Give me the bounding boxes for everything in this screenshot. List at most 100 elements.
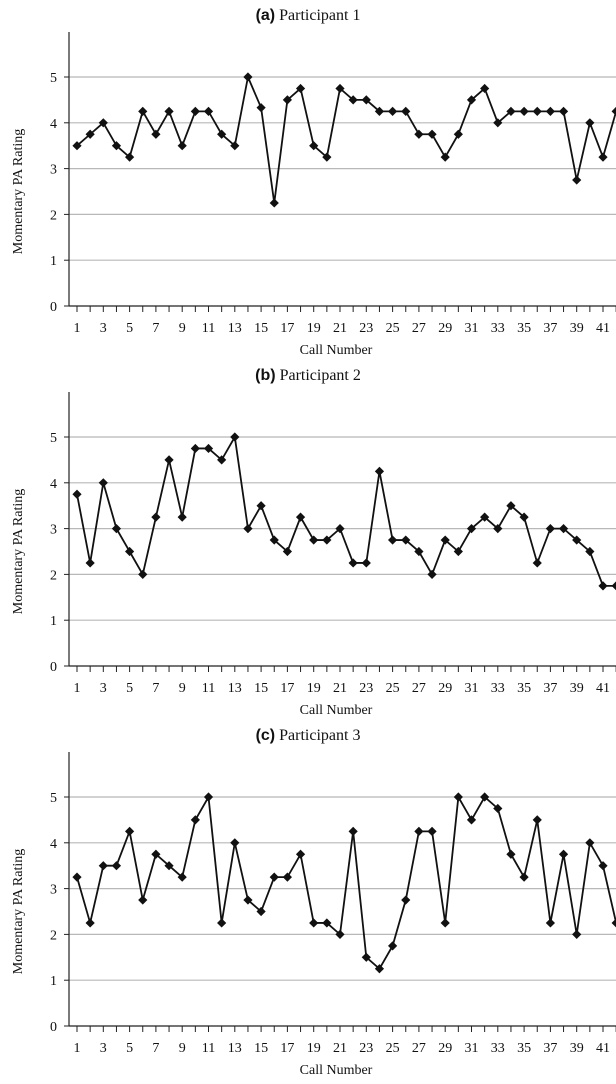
chart-title-text: Participant 1 <box>275 7 360 24</box>
x-tick-label: 35 <box>517 321 531 336</box>
data-point <box>401 106 411 116</box>
x-axis-label: Call Number <box>300 703 373 718</box>
data-point <box>480 512 490 522</box>
data-point <box>217 918 227 928</box>
y-tick-label: 3 <box>50 523 57 538</box>
data-point <box>295 83 306 94</box>
y-tick-label: 2 <box>50 208 57 223</box>
data-point <box>480 83 490 94</box>
data-point <box>98 118 108 128</box>
x-tick-label: 9 <box>179 321 186 336</box>
data-point <box>98 478 108 488</box>
chart-title-letter: (a) <box>256 7 276 24</box>
data-point <box>138 106 148 116</box>
x-tick-label: 5 <box>126 1041 133 1056</box>
x-tick-label: 19 <box>307 1041 321 1056</box>
x-tick-label: 19 <box>307 681 321 696</box>
y-tick-label: 2 <box>50 928 57 943</box>
data-point <box>414 826 424 836</box>
x-tick-label: 27 <box>412 1041 426 1056</box>
data-point <box>151 849 161 859</box>
x-tick-label: 7 <box>152 681 159 696</box>
data-point <box>598 581 608 591</box>
y-tick-label: 4 <box>50 837 57 852</box>
data-point <box>269 198 279 208</box>
y-tick-label: 5 <box>50 71 57 86</box>
data-point <box>125 546 135 557</box>
chart-title-text: Participant 2 <box>276 367 361 384</box>
data-point <box>453 546 463 557</box>
x-tick-label: 33 <box>491 681 505 696</box>
x-tick-label: 37 <box>543 321 557 336</box>
data-point <box>598 152 608 162</box>
data-point <box>177 141 187 151</box>
data-point <box>532 558 542 568</box>
data-point <box>230 432 240 442</box>
data-point <box>519 872 529 882</box>
x-tick-label: 25 <box>386 1041 400 1056</box>
data-point <box>506 106 516 116</box>
data-point <box>309 918 319 928</box>
x-tick-label: 31 <box>465 681 479 696</box>
data-point <box>164 455 174 465</box>
data-point <box>348 558 358 568</box>
data-point <box>506 501 516 511</box>
chart-panel-a: (a) Participant 1 Momentary PA Rating 0 1 2 3… <box>0 0 616 360</box>
y-tick-label: 4 <box>50 477 57 492</box>
data-point <box>335 83 345 94</box>
data-point <box>72 489 82 499</box>
data-point <box>203 106 214 116</box>
data-point <box>572 175 582 185</box>
data-point <box>111 141 122 151</box>
x-tick-label: 5 <box>126 321 133 336</box>
data-point <box>545 918 555 928</box>
data-point <box>611 106 616 116</box>
data-point <box>85 129 95 139</box>
chart-panel-b: (b) Participant 2 Momentary PA Rating 0 1 2 3… <box>0 360 616 720</box>
data-point <box>532 106 542 116</box>
data-point <box>427 826 437 836</box>
x-tick-label: 15 <box>254 681 268 696</box>
data-point <box>164 106 174 116</box>
x-tick-label: 5 <box>126 681 133 696</box>
y-tick-label: 0 <box>50 660 57 675</box>
x-tick-label: 21 <box>333 681 347 696</box>
data-point <box>138 569 148 579</box>
y-tick-label: 4 <box>50 117 57 132</box>
data-point <box>243 524 253 534</box>
x-tick-label: 31 <box>465 321 479 336</box>
data-point <box>151 129 161 139</box>
data-point <box>558 106 569 116</box>
x-tick-label: 39 <box>570 681 584 696</box>
data-point <box>230 141 240 151</box>
data-point <box>322 152 332 162</box>
data-point <box>85 918 95 928</box>
y-tick-label: 1 <box>50 614 57 629</box>
x-tick-label: 33 <box>491 321 505 336</box>
data-point <box>506 849 516 859</box>
data-point <box>282 95 292 105</box>
x-tick-label: 23 <box>359 321 373 336</box>
y-tick-label: 2 <box>50 568 57 583</box>
chart-title-letter: (b) <box>255 367 275 384</box>
data-point <box>572 929 582 939</box>
data-point <box>466 95 477 105</box>
y-tick-label: 0 <box>50 1020 57 1035</box>
data-point <box>125 826 135 836</box>
chart-title: (b) Participant 2 <box>255 367 361 384</box>
x-tick-label: 39 <box>570 321 584 336</box>
data-point <box>611 581 616 591</box>
data-point <box>388 106 398 116</box>
data-point <box>611 918 616 928</box>
x-axis-label: Call Number <box>300 1063 373 1078</box>
x-tick-label: 35 <box>517 681 531 696</box>
x-tick-label: 21 <box>333 321 347 336</box>
x-tick-label: 37 <box>543 681 557 696</box>
y-tick-label: 3 <box>50 163 57 178</box>
data-point <box>295 512 306 522</box>
x-axis-label: Call Number <box>300 343 373 358</box>
data-point <box>374 106 385 116</box>
y-axis-label: Momentary PA Rating <box>11 489 26 615</box>
data-point <box>414 546 424 557</box>
